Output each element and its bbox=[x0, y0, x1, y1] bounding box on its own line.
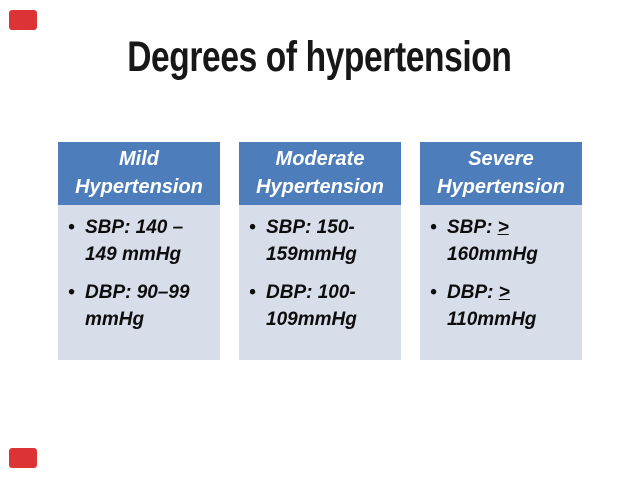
degree-card: Severe Hypertension • SBP: > 160mmHg • DBP: >… bbox=[420, 142, 582, 360]
bullet-item: • DBP: > 110mmHg bbox=[430, 279, 576, 333]
card-header: Severe Hypertension bbox=[420, 142, 582, 205]
bullet-icon: • bbox=[430, 217, 437, 238]
bullet-icon: • bbox=[430, 282, 437, 303]
bullet-item: • DBP: 90–99 mmHg bbox=[68, 279, 214, 333]
red-accent-bar-bottom-icon bbox=[9, 448, 37, 468]
bullet-line: 160mmHg bbox=[447, 244, 538, 265]
bullet-line: mmHg bbox=[85, 309, 145, 330]
red-accent-bar-top-icon bbox=[9, 10, 37, 30]
card-header: Moderate Hypertension bbox=[239, 142, 401, 205]
bullet-item: • DBP: 100- 109mmHg bbox=[249, 279, 395, 333]
card-body: • SBP: 140 – 149 mmHg • DBP: 90–99 mmHg bbox=[58, 205, 220, 360]
bullet-line: 110mmHg bbox=[447, 309, 537, 330]
bullet-line: DBP: > bbox=[447, 282, 510, 303]
bullet-line: SBP: > bbox=[447, 217, 509, 238]
bullet-line: SBP: 150- bbox=[266, 217, 355, 238]
bullet-icon: • bbox=[249, 217, 256, 238]
bullet-item: • SBP: 140 – 149 mmHg bbox=[68, 214, 214, 268]
slide-title: Degrees of hypertension bbox=[0, 36, 638, 79]
bullet-line: 149 mmHg bbox=[85, 244, 182, 265]
card-body: • SBP: 150- 159mmHg • DBP: 100- 109mmHg bbox=[239, 205, 401, 360]
degree-card: Moderate Hypertension • SBP: 150- 159mmHg • D… bbox=[239, 142, 401, 360]
bullet-line: 109mmHg bbox=[266, 309, 357, 330]
bullet-icon: • bbox=[249, 282, 256, 303]
bullet-line: 159mmHg bbox=[266, 244, 357, 265]
degree-card: Mild Hypertension • SBP: 140 – 149 mmHg • DBP… bbox=[58, 142, 220, 360]
bullet-line: DBP: 90–99 bbox=[85, 282, 190, 303]
bullet-line: SBP: 140 – bbox=[85, 217, 184, 238]
bullet-line: DBP: 100- bbox=[266, 282, 356, 303]
card-header: Mild Hypertension bbox=[58, 142, 220, 205]
bullet-item: • SBP: > 160mmHg bbox=[430, 214, 576, 268]
cards-row: Mild Hypertension • SBP: 140 – 149 mmHg • DBP… bbox=[58, 142, 582, 360]
bullet-icon: • bbox=[68, 217, 75, 238]
bullet-icon: • bbox=[68, 282, 75, 303]
card-body: • SBP: > 160mmHg • DBP: > 110mmHg bbox=[420, 205, 582, 360]
bullet-item: • SBP: 150- 159mmHg bbox=[249, 214, 395, 268]
slide-title-text: Degrees of hypertension bbox=[126, 33, 512, 81]
